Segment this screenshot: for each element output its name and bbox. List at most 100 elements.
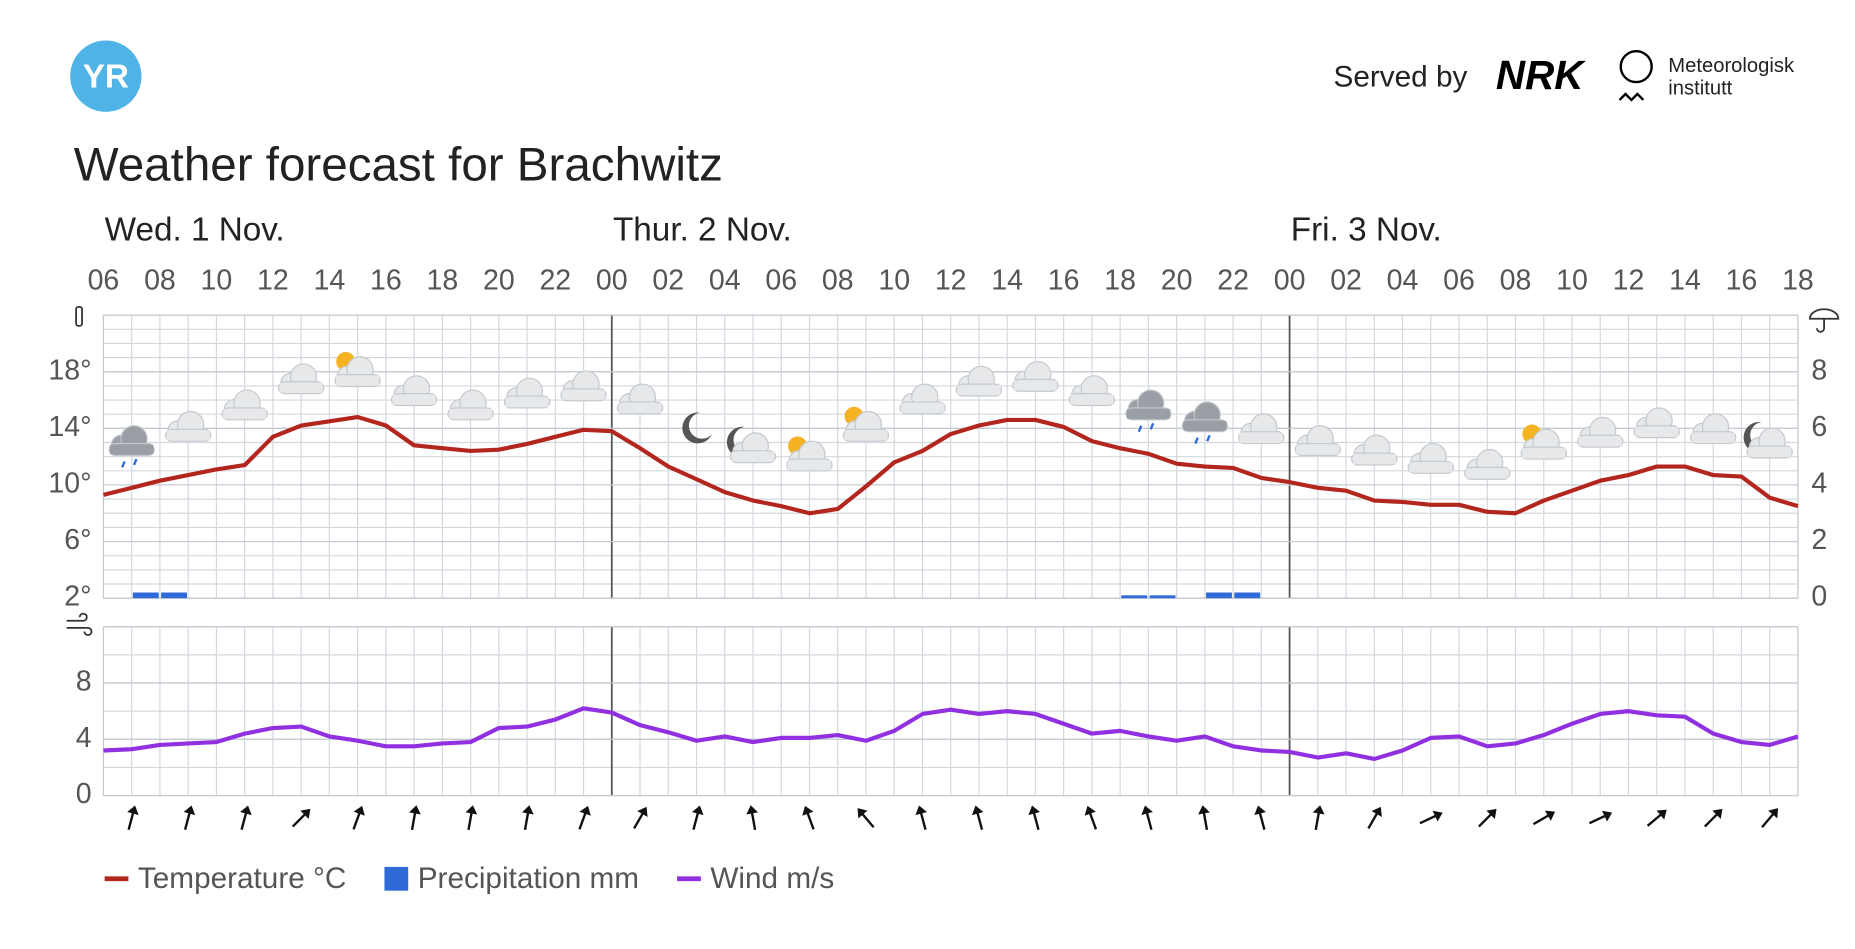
wind-arrow [183,805,196,830]
legend-label: Wind m/s [710,862,834,895]
cloud-part [1522,448,1566,458]
x-tick-label: 14 [314,264,346,296]
cloud-part [1070,394,1114,405]
weather-icon [1407,442,1454,474]
wind-arrow [915,805,927,830]
wind-arrow [352,805,365,830]
arrow-head [1602,810,1613,822]
y2-tick-label: 6 [1811,411,1827,443]
rain [1194,434,1211,445]
weather-icon [503,377,551,409]
arrow-head [692,805,704,816]
x-tick-label: 06 [88,264,120,296]
arrow-head [522,805,534,815]
x-tick-label: 08 [144,264,176,296]
arrow-head [1084,805,1096,816]
precip-bar [1149,595,1176,599]
wind-arrow [1198,805,1210,831]
weather-icon [1238,413,1285,445]
weather-icon [899,383,946,415]
weather-icon [955,365,1003,397]
arrow-head [637,806,648,818]
met-logo [1619,49,1653,84]
cloud-part [844,430,888,441]
weather-icon [682,412,712,444]
wind-arrow [1141,805,1153,830]
wind-arrow [1312,805,1325,831]
cloud-part [1183,420,1227,431]
arrow-head [1768,808,1779,819]
x-tick-label: 04 [709,264,741,296]
x-tick-label: 00 [596,264,628,296]
precip-bar [1121,595,1148,599]
weather-icon [726,426,777,464]
arrow-head [465,805,478,815]
y-tick-label: 18° [48,354,91,386]
day-label: Fri. 3 Nov. [1291,212,1442,249]
arrow-head [746,805,759,815]
weather-icon [1181,401,1229,445]
arrow-head [802,805,814,816]
weather-icon [390,375,438,407]
precip-bar [1234,592,1261,599]
chart-title: Weather forecast for Brachwitz [74,138,723,191]
moon [682,412,712,444]
weather-icon [842,406,890,442]
met-logo-wave [1618,92,1645,102]
wind-arrow [1588,810,1613,825]
x-tick-label: 16 [370,264,402,296]
x-tick-label: 22 [1217,264,1249,296]
arrow-head [971,805,984,816]
wind-arrow [1028,805,1040,830]
y2-tick-label: 0 [1811,581,1827,613]
weather-icon [1520,424,1567,460]
wind-arrow [1646,809,1667,827]
logo: YR [83,58,129,95]
x-tick-label: 16 [1726,264,1758,296]
weather-icon [221,389,268,421]
x-tick-label: 10 [878,264,910,296]
wind-arrow [1532,810,1556,826]
wind-arrow [1478,808,1497,828]
wind-arrow [857,808,875,829]
arrow-head [579,805,591,816]
cloud-part [110,444,154,455]
precip-bar [161,592,187,599]
wind-arrow [578,805,591,830]
served-by: Served by [1334,60,1468,93]
thermometer-icon [75,305,83,327]
x-tick-label: 18 [1782,264,1814,296]
arrow-head [1712,808,1723,819]
rain [1137,422,1155,433]
cloud-part [1578,436,1622,446]
wind-arrow [971,805,984,830]
x-tick-label: 12 [1613,264,1645,296]
weather-icon [1351,434,1398,466]
wind-arrow [522,805,534,831]
arrow-head [915,805,927,816]
legend-label: Temperature °C [138,862,346,895]
cloud-part [1296,444,1340,455]
wind-arrow [240,805,252,830]
cloud-part [1691,432,1735,443]
weather-icon [786,436,833,472]
weather-icon [1012,360,1059,392]
cloud-part [1635,426,1679,437]
wind-arrow [1084,805,1098,830]
x-tick-label: 22 [539,264,571,296]
x-tick-label: 14 [991,264,1023,296]
cloud-part [223,409,267,419]
cloud-part [1352,454,1396,464]
arrow-head [1432,810,1443,822]
weather-icon [1068,375,1116,407]
wind-arrow [1419,810,1443,825]
arrow-head [1198,805,1210,815]
x-tick-label: 02 [652,264,684,296]
x-tick-label: 02 [1330,264,1362,296]
arrow-head [183,805,196,816]
wind-arrow [692,805,704,830]
arrow-head [240,805,252,816]
wind-tick-label: 0 [76,778,92,810]
